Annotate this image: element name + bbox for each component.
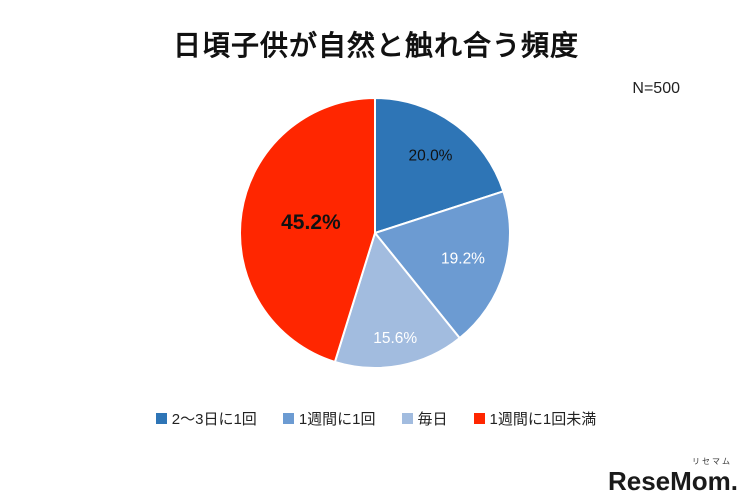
- logo-text: ReseMom.: [607, 466, 738, 496]
- legend-item-1: 1週間に1回: [282, 408, 376, 429]
- legend-label-3: 1週間に1回未満: [489, 411, 597, 428]
- pie-slice-label-3: 45.2%: [281, 211, 341, 234]
- legend-marker-1: [282, 413, 294, 424]
- pie-slice-1: [374, 190, 511, 340]
- logo-ruby-text: リセマム: [692, 457, 732, 466]
- pie-slice-0: [374, 97, 505, 234]
- chart-title: 日頃子供が自然と触れ合う頻度: [172, 30, 579, 61]
- pie-slice-2: [333, 232, 461, 369]
- legend-item-0: 2〜3日に1回: [155, 408, 257, 429]
- pie-slice-label-2: 15.6%: [373, 330, 417, 347]
- sample-size-label: N=500: [632, 80, 680, 97]
- resemom-logo: リセマム ReseMom.: [607, 457, 738, 496]
- pie-slice-3: [238, 97, 376, 363]
- legend-marker-0: [155, 413, 167, 424]
- legend-item-2: 毎日: [401, 408, 448, 429]
- pie-slice-label-1: 19.2%: [441, 250, 485, 267]
- legend-marker-2: [401, 413, 413, 424]
- pie-slice-label-0: 20.0%: [409, 148, 453, 165]
- legend-marker-3: [473, 413, 485, 424]
- legend: 2〜3日に1回 1週間に1回 毎日 1週間に1回未満: [0, 408, 752, 429]
- legend-label-0: 2〜3日に1回: [171, 411, 257, 428]
- legend-label-1: 1週間に1回: [298, 411, 376, 428]
- legend-label-2: 毎日: [417, 411, 448, 428]
- legend-item-3: 1週間に1回未満: [473, 408, 597, 429]
